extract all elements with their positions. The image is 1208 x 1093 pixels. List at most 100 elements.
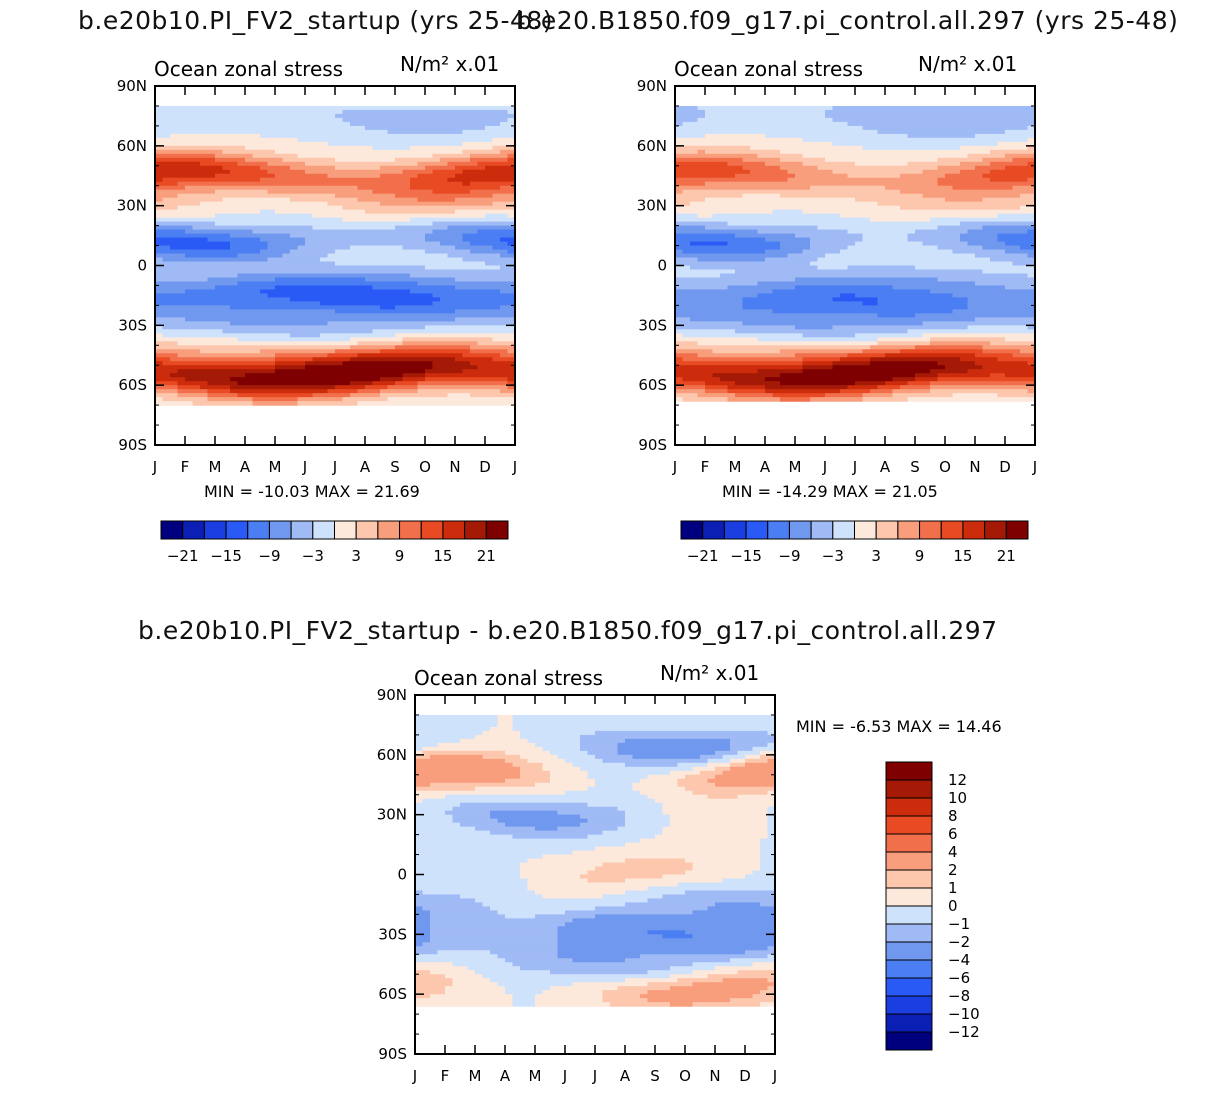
- contour-cell: [297, 345, 306, 350]
- contour-cell: [372, 161, 381, 167]
- contour-cell: [742, 253, 751, 259]
- contour-cell: [462, 281, 471, 287]
- contour-cell: [207, 329, 216, 334]
- contour-cell: [682, 373, 691, 378]
- contour-cell: [417, 381, 426, 386]
- contour-cell: [727, 201, 736, 207]
- contour-cell: [200, 265, 209, 271]
- contour-cell: [335, 137, 344, 143]
- contour-cell: [492, 285, 501, 291]
- contour-cell: [795, 321, 804, 326]
- contour-cell: [425, 197, 434, 203]
- contour-cell: [765, 293, 774, 299]
- contour-cell: [410, 249, 419, 255]
- contour-cell: [365, 341, 374, 346]
- contour-cell: [320, 253, 329, 259]
- contour-cell: [305, 337, 314, 342]
- contour-cell: [395, 389, 404, 394]
- contour-cell: [200, 345, 209, 350]
- contour-cell: [320, 181, 329, 187]
- contour-cell: [327, 209, 336, 215]
- contour-cell: [282, 113, 291, 119]
- contour-cell: [795, 341, 804, 346]
- contour-cell: [275, 273, 284, 279]
- contour-cell: [275, 157, 284, 163]
- contour-cell: [697, 301, 706, 306]
- contour-cell: [372, 229, 381, 235]
- contour-cell: [162, 385, 171, 390]
- contour-cell: [432, 161, 441, 167]
- contour-cell: [485, 265, 494, 271]
- contour-cell: [170, 277, 179, 283]
- contour-cell: [735, 109, 744, 115]
- contour-cell: [260, 149, 269, 155]
- contour-cell: [507, 305, 516, 310]
- contour-cell: [705, 225, 714, 231]
- contour-cell: [682, 113, 691, 119]
- contour-cell: [477, 369, 486, 374]
- contour-cell: [507, 301, 516, 306]
- contour-cell: [200, 305, 209, 310]
- contour-cell: [477, 185, 486, 191]
- contour-cell: [230, 333, 239, 338]
- contour-cell: [357, 325, 366, 330]
- contour-cell: [170, 249, 179, 255]
- contour-cell: [177, 381, 186, 386]
- contour-cell: [320, 125, 329, 131]
- contour-cell: [297, 309, 306, 314]
- contour-cell: [327, 237, 336, 243]
- contour-cell: [485, 213, 494, 219]
- contour-cell: [410, 361, 419, 366]
- contour-cell: [772, 353, 781, 358]
- contour-cell: [350, 237, 359, 243]
- contour-cell: [305, 249, 314, 255]
- contour-cell: [455, 285, 464, 291]
- contour-cell: [282, 393, 291, 398]
- contour-cell: [757, 337, 766, 342]
- contour-cell: [477, 257, 486, 263]
- contour-cell: [260, 129, 269, 135]
- contour-cell: [305, 349, 314, 354]
- contour-cell: [795, 277, 804, 283]
- contour-cell: [432, 233, 441, 239]
- contour-cell: [222, 165, 231, 171]
- contour-cell: [290, 349, 299, 354]
- contour-cell: [455, 213, 464, 219]
- contour-cell: [342, 157, 351, 163]
- contour-cell: [282, 181, 291, 187]
- contour-cell: [432, 133, 441, 139]
- contour-cell: [380, 237, 389, 243]
- contour-cell: [750, 281, 759, 287]
- contour-cell: [200, 349, 209, 354]
- contour-cell: [410, 221, 419, 227]
- contour-cell: [772, 213, 781, 219]
- contour-cell: [312, 225, 321, 231]
- contour-cell: [230, 205, 239, 211]
- contour-cell: [252, 129, 261, 135]
- contour-cell: [290, 297, 299, 302]
- contour-cell: [222, 181, 231, 187]
- contour-cell: [335, 169, 344, 175]
- contour-cell: [170, 225, 179, 231]
- contour-cell: [780, 389, 789, 394]
- contour-cell: [207, 109, 216, 115]
- contour-cell: [290, 233, 299, 239]
- contour-cell: [425, 141, 434, 147]
- contour-cell: [447, 273, 456, 279]
- contour-cell: [750, 293, 759, 299]
- contour-cell: [447, 173, 456, 179]
- contour-cell: [380, 345, 389, 350]
- contour-cell: [222, 385, 231, 390]
- contour-cell: [177, 273, 186, 279]
- contour-cell: [312, 285, 321, 291]
- contour-cell: [477, 137, 486, 143]
- contour-cell: [215, 381, 224, 386]
- contour-cell: [230, 369, 239, 374]
- contour-cell: [410, 209, 419, 215]
- contour-cell: [742, 333, 751, 338]
- contour-cell: [765, 145, 774, 151]
- contour-cell: [290, 109, 299, 115]
- contour-cell: [507, 173, 516, 179]
- contour-cell: [230, 249, 239, 255]
- contour-cell: [237, 373, 246, 378]
